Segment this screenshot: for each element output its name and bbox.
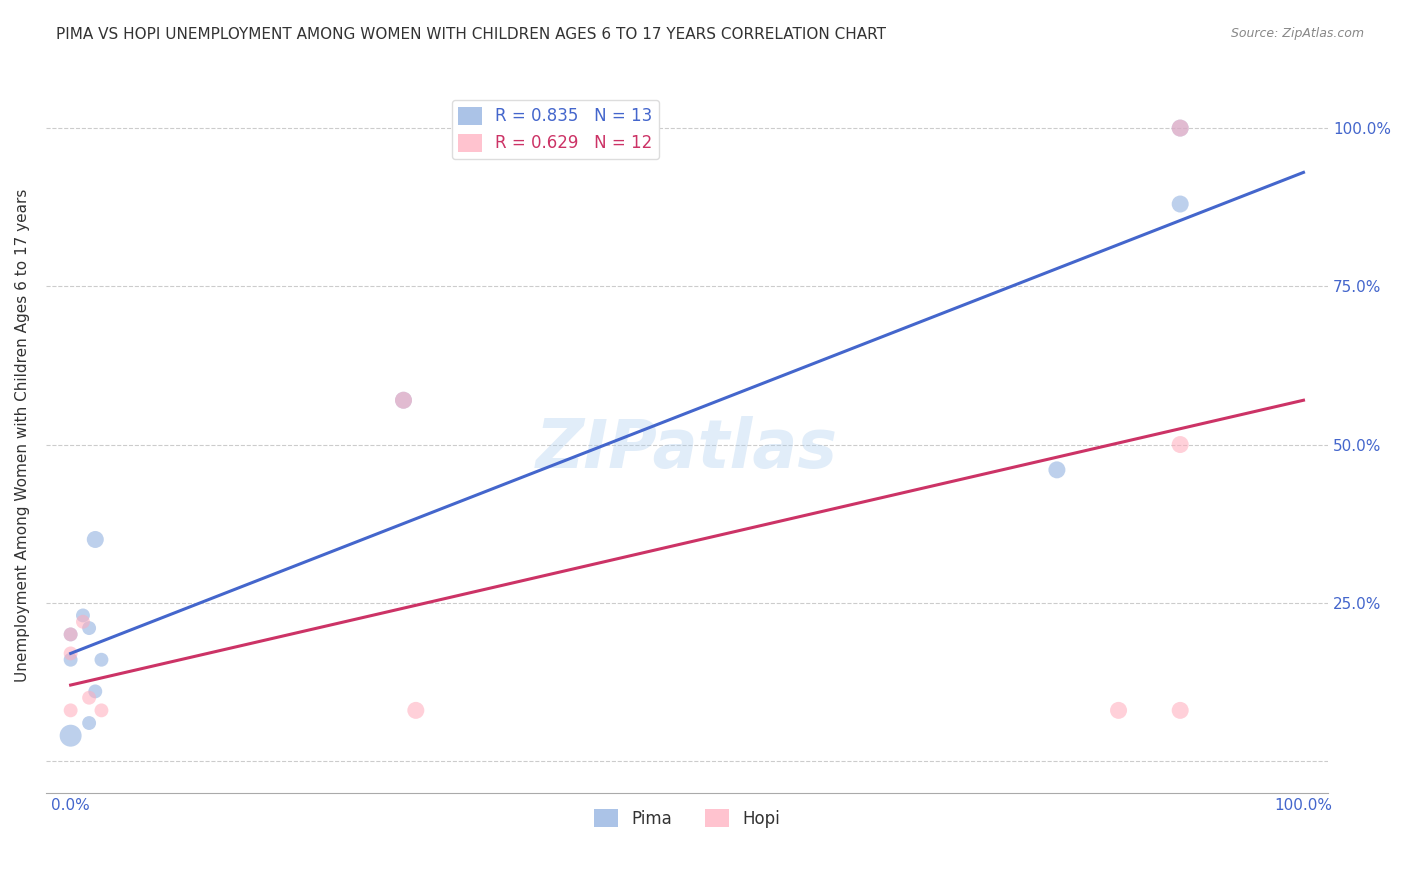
Point (1108, 703, 1130, 717)
Point (84, 533, 107, 547)
Point (1168, 121, 1191, 136)
Point (72, 608, 94, 623)
Y-axis label: Unemployment Among Women with Children Ages 6 to 17 years: Unemployment Among Women with Children A… (15, 188, 30, 681)
Legend: Pima, Hopi: Pima, Hopi (588, 803, 786, 834)
Point (59, 647, 82, 661)
Point (405, 703, 427, 717)
Point (1046, 463, 1069, 477)
Point (392, 393, 415, 408)
Text: Source: ZipAtlas.com: Source: ZipAtlas.com (1230, 27, 1364, 40)
Point (59, 627, 82, 641)
Point (77, 716, 100, 731)
Point (1168, 121, 1191, 136)
Point (1168, 197, 1191, 211)
Point (90, 653, 112, 667)
Point (59, 703, 82, 717)
Point (392, 393, 415, 408)
Text: ZIPatlas: ZIPatlas (536, 417, 838, 483)
Point (77, 690, 100, 705)
Point (1168, 437, 1191, 451)
Text: PIMA VS HOPI UNEMPLOYMENT AMONG WOMEN WITH CHILDREN AGES 6 TO 17 YEARS CORRELATI: PIMA VS HOPI UNEMPLOYMENT AMONG WOMEN WI… (56, 27, 886, 42)
Point (59, 627, 82, 641)
Point (77, 621, 100, 635)
Point (1168, 703, 1191, 717)
Point (90, 703, 112, 717)
Point (84, 684, 107, 698)
Point (59, 729, 82, 743)
Point (72, 615, 94, 629)
Point (59, 653, 82, 667)
